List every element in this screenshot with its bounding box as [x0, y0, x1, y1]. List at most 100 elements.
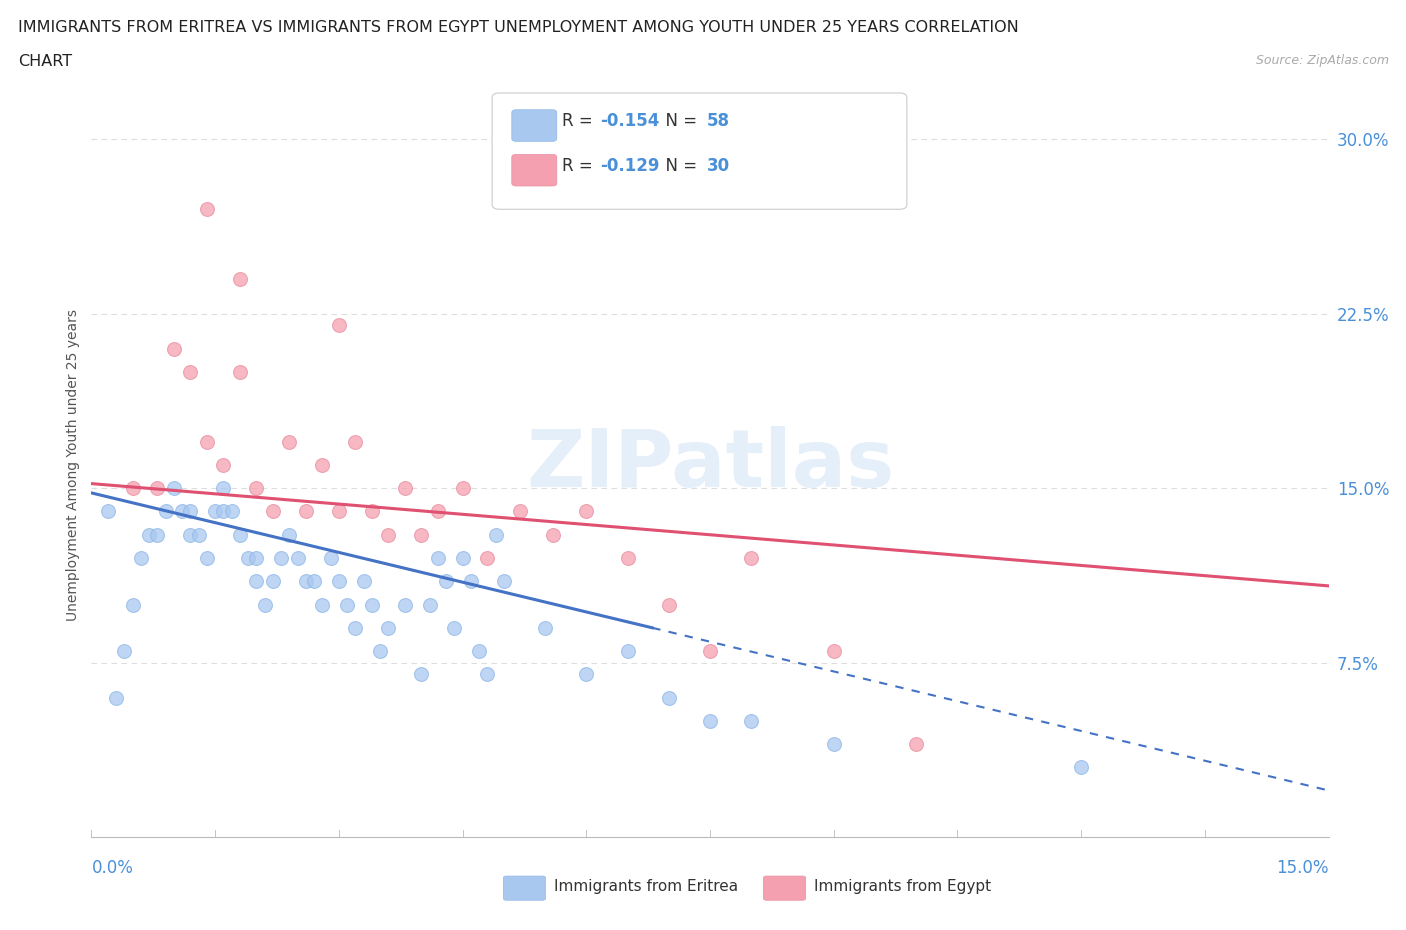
Point	[360, 504, 382, 519]
Point	[236, 551, 259, 565]
Point	[195, 551, 218, 565]
Point	[905, 737, 928, 751]
Point	[212, 481, 235, 496]
Point	[262, 574, 284, 589]
Point	[172, 504, 194, 519]
Point	[1070, 760, 1092, 775]
Point	[278, 434, 301, 449]
Point	[229, 527, 252, 542]
Point	[344, 620, 367, 635]
Point	[212, 504, 235, 519]
Point	[212, 458, 235, 472]
Point	[823, 737, 845, 751]
Point	[155, 504, 177, 519]
Point	[377, 620, 399, 635]
Point	[419, 597, 441, 612]
Point	[163, 481, 186, 496]
Point	[426, 551, 449, 565]
Point	[509, 504, 531, 519]
Point	[163, 341, 186, 356]
Point	[295, 574, 318, 589]
Point	[426, 504, 449, 519]
Point	[411, 667, 433, 682]
Point	[336, 597, 359, 612]
Point	[699, 644, 721, 658]
Text: 58: 58	[707, 112, 730, 130]
Point	[360, 597, 382, 612]
Point	[179, 365, 201, 379]
Point	[394, 597, 416, 612]
Point	[121, 481, 143, 496]
Text: ZIPatlas: ZIPatlas	[526, 426, 894, 504]
Point	[278, 527, 301, 542]
Point	[270, 551, 292, 565]
Point	[658, 597, 681, 612]
Point	[434, 574, 457, 589]
Point	[302, 574, 325, 589]
Point	[146, 527, 169, 542]
Point	[468, 644, 491, 658]
Text: N =: N =	[655, 112, 703, 130]
Text: 0.0%: 0.0%	[91, 859, 134, 877]
Point	[411, 527, 433, 542]
Point	[245, 574, 267, 589]
Point	[377, 527, 399, 542]
Text: -0.129: -0.129	[600, 156, 659, 175]
Text: Source: ZipAtlas.com: Source: ZipAtlas.com	[1256, 54, 1389, 67]
Point	[616, 551, 638, 565]
Point	[195, 434, 218, 449]
Text: CHART: CHART	[18, 54, 72, 69]
Point	[245, 481, 267, 496]
Point	[245, 551, 267, 565]
Point	[658, 690, 681, 705]
Point	[287, 551, 309, 565]
Point	[616, 644, 638, 658]
Point	[394, 481, 416, 496]
Point	[328, 504, 350, 519]
Point	[229, 365, 252, 379]
Point	[253, 597, 276, 612]
Text: Immigrants from Eritrea: Immigrants from Eritrea	[554, 879, 738, 894]
Point	[575, 504, 598, 519]
Point	[740, 551, 762, 565]
Point	[443, 620, 465, 635]
Point	[105, 690, 128, 705]
Text: 15.0%: 15.0%	[1277, 859, 1329, 877]
Point	[575, 667, 598, 682]
Text: IMMIGRANTS FROM ERITREA VS IMMIGRANTS FROM EGYPT UNEMPLOYMENT AMONG YOUTH UNDER : IMMIGRANTS FROM ERITREA VS IMMIGRANTS FR…	[18, 20, 1019, 35]
Point	[311, 597, 333, 612]
Point	[353, 574, 375, 589]
Point	[543, 527, 565, 542]
Point	[328, 574, 350, 589]
Point	[699, 713, 721, 728]
Point	[368, 644, 391, 658]
Text: 30: 30	[707, 156, 730, 175]
Text: Immigrants from Egypt: Immigrants from Egypt	[814, 879, 991, 894]
Point	[146, 481, 169, 496]
Point	[204, 504, 226, 519]
Text: R =: R =	[562, 112, 599, 130]
Point	[477, 551, 499, 565]
Point	[221, 504, 243, 519]
Point	[229, 272, 252, 286]
Point	[344, 434, 367, 449]
Point	[311, 458, 333, 472]
Point	[328, 318, 350, 333]
Point	[484, 527, 506, 542]
Point	[477, 667, 499, 682]
Point	[121, 597, 143, 612]
Text: N =: N =	[655, 156, 703, 175]
Point	[451, 481, 474, 496]
Point	[823, 644, 845, 658]
Point	[187, 527, 209, 542]
Point	[138, 527, 160, 542]
Text: R =: R =	[562, 156, 599, 175]
Point	[534, 620, 557, 635]
Point	[97, 504, 120, 519]
Point	[460, 574, 482, 589]
Point	[262, 504, 284, 519]
Point	[492, 574, 515, 589]
Point	[112, 644, 135, 658]
Point	[295, 504, 318, 519]
Point	[179, 504, 201, 519]
